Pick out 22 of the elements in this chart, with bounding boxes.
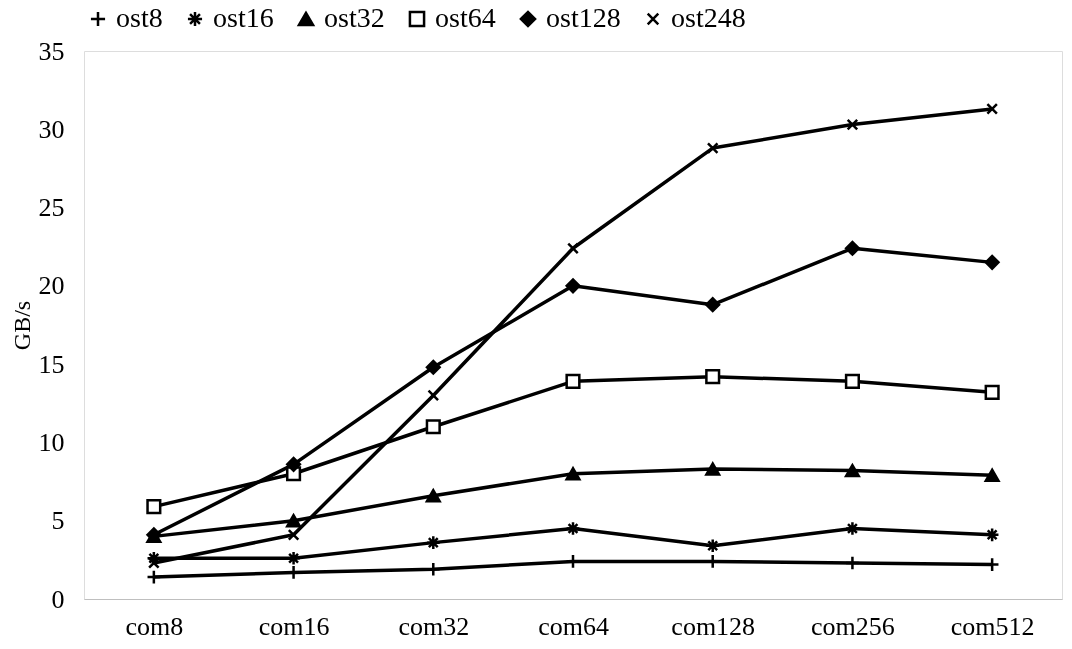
y-tick-label: 30 bbox=[38, 114, 65, 144]
legend-label: ost248 bbox=[671, 2, 746, 33]
y-tick-label: 5 bbox=[51, 506, 65, 536]
legend-label: ost16 bbox=[213, 2, 274, 33]
x-tick-label: com16 bbox=[258, 611, 330, 641]
legend-label: ost32 bbox=[324, 2, 385, 33]
y-tick-label: 25 bbox=[38, 193, 65, 223]
x-tick-label: com256 bbox=[811, 611, 895, 641]
x-tick-label: com512 bbox=[950, 611, 1035, 641]
x-tick-label: com128 bbox=[671, 611, 756, 641]
x-tick-label: com64 bbox=[538, 611, 609, 641]
y-tick-label: 15 bbox=[38, 349, 65, 379]
y-tick-label: 0 bbox=[51, 584, 65, 614]
y-axis-title: GB/s bbox=[8, 300, 35, 351]
x-tick-label: com32 bbox=[398, 611, 470, 641]
y-tick-label: 10 bbox=[38, 427, 65, 457]
legend-label: ost8 bbox=[116, 2, 163, 33]
legend-label: ost128 bbox=[546, 2, 621, 33]
y-tick-label: 20 bbox=[38, 271, 65, 301]
y-tick-label: 35 bbox=[38, 36, 65, 66]
legend-label: ost64 bbox=[435, 2, 496, 33]
x-tick-label: com8 bbox=[125, 611, 184, 641]
